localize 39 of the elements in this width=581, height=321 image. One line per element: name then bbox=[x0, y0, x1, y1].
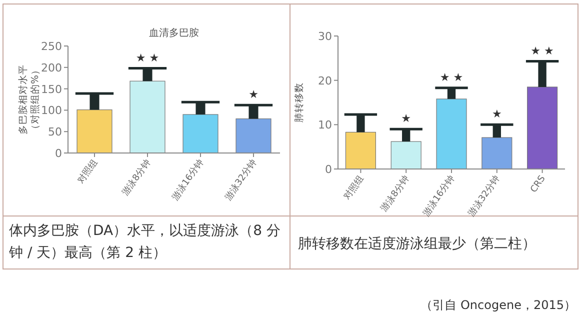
text: （引自 Oncogene，2015） bbox=[420, 298, 576, 312]
annotation: ★ ★ bbox=[530, 44, 554, 58]
bar bbox=[130, 80, 166, 154]
annotation: ★ ★ bbox=[136, 51, 160, 64]
x-tick-label: 游泳8分钟 bbox=[120, 157, 153, 198]
annotation: ★ bbox=[248, 88, 259, 102]
y-tick-label: 50 bbox=[48, 126, 62, 139]
y-tick-label: 10 bbox=[318, 118, 332, 132]
y-tick-label: 0 bbox=[325, 163, 332, 176]
y-axis-title: 肺转移数 bbox=[293, 82, 305, 122]
text: 体内多巴胺（DA）水平，以适度游泳（8 分钟 / 天）最高（第 2 柱） bbox=[9, 222, 282, 263]
y-tick-label: 250 bbox=[41, 40, 62, 53]
y-tick-label: 150 bbox=[41, 82, 62, 96]
annotation: ★ bbox=[401, 112, 412, 126]
x-tick-label: 游泳16分钟 bbox=[420, 173, 457, 219]
annotation: ★ ★ bbox=[440, 70, 464, 84]
bar bbox=[527, 86, 558, 170]
y-axis-title: 多巴胺相对水平（对照组的%） bbox=[17, 64, 41, 134]
bar bbox=[182, 114, 218, 154]
y-tick-label: 20 bbox=[318, 74, 332, 88]
annotation: ★ bbox=[492, 108, 502, 121]
y-tick-label: 200 bbox=[41, 61, 62, 74]
x-tick-label: 游泳32分钟 bbox=[222, 157, 259, 203]
text: 肺转移数在适度游泳组最少（第二柱） bbox=[298, 236, 536, 252]
chart-title: 血清多巴胺 bbox=[149, 27, 199, 39]
bar bbox=[345, 132, 376, 170]
bar bbox=[390, 141, 422, 170]
x-tick-label: 游泳32分钟 bbox=[466, 173, 502, 219]
y-tick-label: 0 bbox=[55, 147, 62, 160]
y-tick-label: 100 bbox=[41, 104, 62, 118]
x-tick-label: 对照组 bbox=[342, 173, 366, 202]
bar bbox=[482, 137, 512, 170]
x-tick-label: 对照组 bbox=[75, 157, 100, 186]
bar bbox=[76, 109, 112, 154]
x-tick-label: 游泳16分钟 bbox=[170, 157, 206, 203]
bar bbox=[236, 118, 272, 154]
x-tick-label: 游泳8分钟 bbox=[378, 173, 412, 214]
y-tick-label: 30 bbox=[318, 30, 332, 43]
bar bbox=[436, 98, 467, 170]
